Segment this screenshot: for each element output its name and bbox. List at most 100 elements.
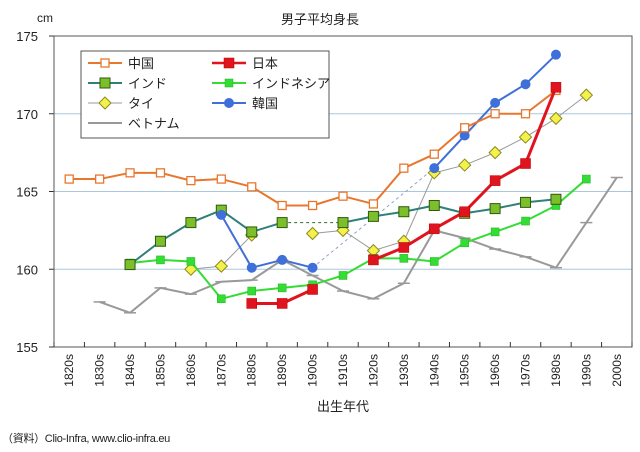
data-point: [247, 182, 257, 192]
data-point: [550, 82, 562, 93]
x-tick-label: 1940s: [427, 354, 441, 387]
data-point: [156, 255, 165, 265]
y-tick-label: 165: [16, 185, 38, 200]
data-point: [276, 217, 288, 229]
x-tick-label: 1900s: [306, 354, 320, 387]
x-tick-label: 1920s: [366, 354, 380, 387]
data-point: [186, 175, 196, 186]
data-point: [579, 88, 594, 102]
x-tick-label: 1980s: [549, 354, 563, 387]
data-point: [307, 262, 318, 273]
data-point: [549, 111, 563, 126]
x-tick-label: 1990s: [579, 354, 593, 387]
data-point: [521, 216, 530, 226]
x-tick-label: 1890s: [275, 354, 289, 387]
legend-item: 韓国: [212, 97, 278, 112]
series-line: [220, 214, 313, 269]
data-point: [398, 242, 410, 253]
data-point: [246, 262, 257, 273]
data-point: [582, 174, 591, 184]
data-point: [125, 168, 135, 178]
x-tick-label: 1860s: [184, 354, 198, 387]
legend-label: インドネシア: [252, 77, 330, 92]
data-point: [368, 199, 379, 209]
legend-label: 日本: [252, 57, 278, 72]
data-point: [460, 123, 470, 133]
data-point: [398, 206, 410, 218]
data-point: [94, 174, 105, 184]
legend-label: インド: [128, 77, 167, 92]
data-point: [307, 200, 318, 211]
series-日本: [246, 82, 562, 309]
data-point: [124, 259, 136, 271]
y-tick-label: 160: [16, 262, 38, 277]
data-point: [214, 259, 229, 273]
data-point: [216, 209, 227, 220]
plot-frame: [53, 35, 633, 348]
data-point: [223, 57, 235, 69]
data-point: [520, 79, 531, 90]
y-tick-label: 170: [16, 107, 38, 122]
data-point: [64, 174, 74, 184]
x-tick-label: 2000s: [610, 354, 624, 387]
data-point: [247, 286, 256, 296]
data-point: [224, 98, 234, 108]
data-point: [489, 203, 501, 215]
legend-label: 韓国: [252, 97, 278, 112]
data-point: [489, 175, 501, 186]
x-tick-label: 1850s: [153, 354, 167, 387]
data-point: [518, 130, 533, 144]
legend-box: [80, 50, 330, 139]
data-point: [338, 271, 348, 280]
x-tick-label: 1970s: [519, 354, 533, 387]
data-point: [337, 217, 349, 229]
data-point: [246, 298, 257, 309]
legend-label: タイ: [128, 97, 154, 112]
series-韓国: [216, 49, 561, 273]
x-tick-label: 1950s: [458, 354, 472, 387]
data-point: [155, 168, 166, 178]
x-tick-label: 1830s: [93, 354, 107, 387]
series-line: [129, 178, 588, 300]
series-インドネシア: [125, 174, 591, 304]
data-point: [307, 284, 318, 295]
data-point: [428, 199, 440, 211]
x-tick-label: 1960s: [488, 354, 502, 387]
series-line: [129, 209, 283, 266]
series-line: [99, 176, 618, 314]
data-point: [277, 200, 287, 211]
data-point: [520, 158, 531, 169]
data-point: [429, 163, 440, 174]
legend-item: インド: [88, 77, 167, 92]
data-point: [429, 223, 440, 235]
data-point: [429, 149, 439, 159]
data-point: [217, 294, 226, 304]
y-tick-label: 155: [16, 340, 38, 355]
data-point: [246, 226, 258, 238]
data-point: [490, 227, 500, 237]
data-point: [100, 58, 110, 68]
data-point: [488, 145, 502, 160]
data-point: [490, 97, 501, 108]
legend-item: 日本: [212, 57, 278, 72]
data-point: [186, 257, 196, 266]
x-tick-label: 1880s: [245, 354, 259, 387]
series-ベトナム: [93, 176, 623, 314]
data-point: [277, 254, 288, 265]
data-point: [154, 235, 166, 247]
data-point: [368, 254, 379, 266]
data-point: [490, 109, 500, 119]
y-tick-label: 175: [16, 29, 38, 44]
data-point: [520, 109, 531, 119]
data-point: [460, 238, 469, 248]
x-tick-label: 1820s: [62, 354, 76, 387]
x-tick-label: 1840s: [123, 354, 137, 387]
data-point: [550, 193, 562, 205]
x-tick-label: 1910s: [336, 354, 350, 387]
data-point: [305, 226, 320, 241]
data-point: [399, 254, 409, 263]
data-point: [457, 158, 472, 172]
data-point: [276, 298, 288, 309]
data-point: [367, 210, 379, 222]
